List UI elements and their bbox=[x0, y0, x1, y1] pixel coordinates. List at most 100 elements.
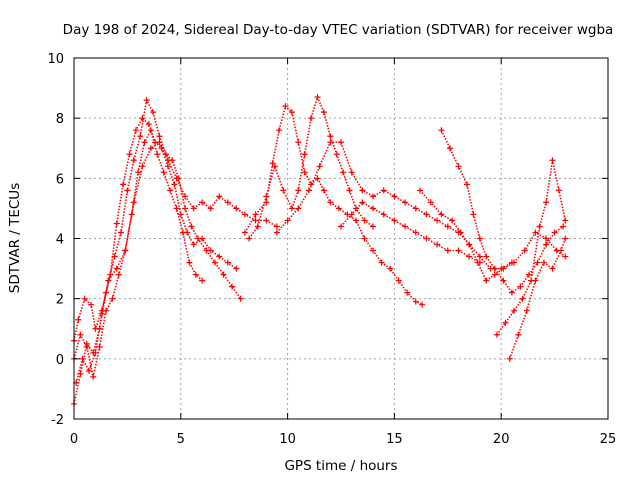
data-point bbox=[519, 295, 526, 302]
data-point bbox=[346, 187, 353, 194]
data-point bbox=[179, 229, 186, 236]
data-point bbox=[122, 247, 129, 254]
data-point bbox=[207, 205, 214, 212]
data-point bbox=[502, 319, 509, 326]
series-track-4 bbox=[71, 127, 206, 380]
data-point bbox=[79, 355, 86, 362]
data-point bbox=[466, 253, 473, 260]
data-point bbox=[446, 145, 453, 152]
data-point bbox=[141, 139, 148, 146]
data-point bbox=[327, 133, 334, 140]
data-point bbox=[335, 205, 342, 212]
data-point bbox=[508, 289, 515, 296]
data-layer bbox=[71, 94, 569, 407]
x-tick-label: 20 bbox=[493, 432, 510, 447]
data-point bbox=[540, 259, 547, 266]
data-point bbox=[370, 205, 377, 212]
data-point bbox=[455, 163, 462, 170]
data-point bbox=[434, 241, 441, 248]
data-point bbox=[98, 310, 105, 317]
data-point bbox=[348, 211, 355, 218]
data-point bbox=[220, 271, 227, 278]
data-point bbox=[190, 241, 197, 248]
data-point bbox=[314, 175, 321, 182]
series-line bbox=[419, 189, 566, 282]
series-track-10 bbox=[438, 127, 567, 296]
data-point bbox=[340, 169, 347, 176]
data-point bbox=[295, 187, 302, 194]
data-point bbox=[338, 223, 344, 230]
data-point bbox=[132, 127, 139, 134]
data-point bbox=[254, 223, 261, 230]
data-point bbox=[455, 247, 462, 254]
data-point bbox=[417, 187, 424, 194]
data-point bbox=[233, 265, 240, 272]
data-point bbox=[109, 295, 116, 302]
data-point bbox=[449, 217, 456, 224]
data-point bbox=[284, 217, 291, 224]
series-track-12 bbox=[506, 235, 569, 362]
data-point bbox=[419, 301, 426, 308]
data-point bbox=[90, 373, 97, 380]
data-point bbox=[438, 127, 445, 134]
series-line bbox=[276, 141, 513, 270]
data-point bbox=[359, 187, 366, 194]
series-track-11 bbox=[493, 157, 569, 338]
data-point bbox=[273, 229, 280, 236]
data-point bbox=[476, 235, 483, 242]
data-point bbox=[75, 316, 82, 323]
data-point bbox=[370, 247, 377, 254]
data-point bbox=[137, 133, 144, 140]
data-point bbox=[464, 181, 471, 188]
data-point bbox=[103, 307, 110, 314]
x-tick-label: 0 bbox=[70, 432, 78, 447]
data-point bbox=[536, 223, 543, 230]
y-tick-label: 6 bbox=[56, 172, 64, 187]
data-point bbox=[434, 217, 441, 224]
data-point bbox=[412, 298, 419, 305]
data-point bbox=[167, 187, 174, 194]
data-point bbox=[491, 271, 498, 278]
data-point bbox=[147, 145, 154, 152]
series-line bbox=[248, 94, 374, 239]
data-point bbox=[154, 151, 161, 158]
data-point bbox=[105, 277, 112, 284]
chart-title: Day 198 of 2024, Sidereal Day-to-day VTE… bbox=[63, 22, 614, 38]
data-point bbox=[483, 277, 490, 284]
x-tick-label: 15 bbox=[386, 432, 403, 447]
data-point bbox=[273, 223, 280, 230]
data-point bbox=[549, 157, 556, 164]
data-point bbox=[402, 199, 409, 206]
data-point bbox=[271, 163, 278, 170]
data-point bbox=[391, 217, 398, 224]
data-point bbox=[171, 181, 178, 188]
data-point bbox=[352, 217, 359, 224]
data-point bbox=[370, 193, 377, 200]
series-track-3 bbox=[73, 139, 280, 386]
data-point bbox=[139, 115, 146, 122]
data-point bbox=[83, 343, 90, 350]
data-point bbox=[113, 220, 120, 227]
data-point bbox=[483, 253, 490, 260]
x-tick-label: 25 bbox=[600, 432, 617, 447]
series-line bbox=[244, 104, 423, 306]
data-point bbox=[164, 163, 171, 170]
data-point bbox=[444, 223, 451, 230]
data-point bbox=[391, 193, 398, 200]
data-point bbox=[203, 247, 210, 254]
data-point bbox=[147, 127, 154, 134]
data-point bbox=[491, 265, 498, 272]
data-point bbox=[543, 199, 550, 206]
y-tick-label: 4 bbox=[56, 233, 64, 248]
data-point bbox=[173, 205, 180, 212]
data-point bbox=[92, 349, 99, 356]
data-point bbox=[177, 211, 184, 218]
x-axis-label: GPS time / hours bbox=[284, 458, 397, 474]
data-point bbox=[295, 205, 302, 212]
data-point bbox=[470, 211, 477, 218]
data-point bbox=[263, 217, 270, 224]
data-point bbox=[532, 277, 539, 284]
data-point bbox=[241, 229, 248, 236]
x-tick-label: 10 bbox=[279, 432, 296, 447]
